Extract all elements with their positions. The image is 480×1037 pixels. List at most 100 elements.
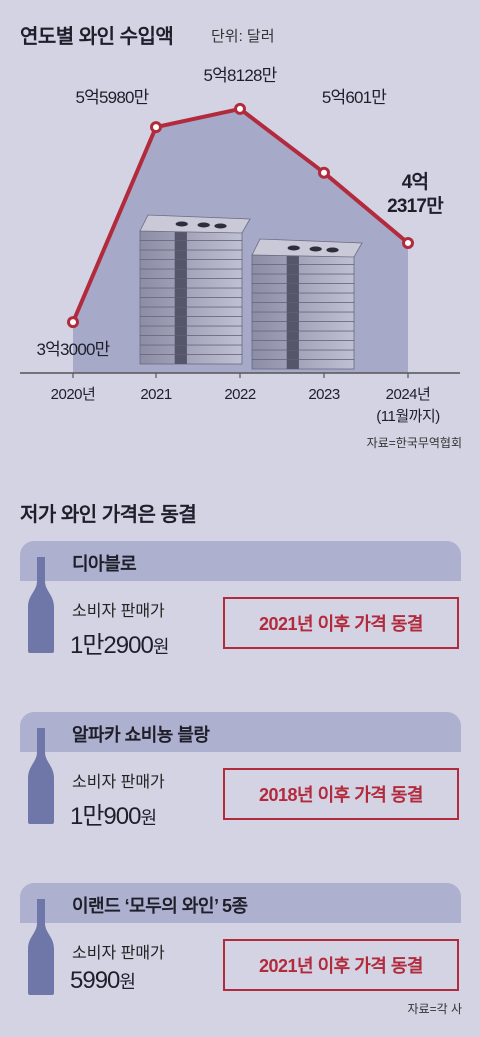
section-title: 저가 와인 가격은 동결 [20,504,197,526]
money-band [286,255,299,265]
price-main: 5990 [70,967,120,994]
money-bundle [139,316,243,327]
import-line-chart: 3억3000만 5억5980만 5억8128만 5억601만 4억 2317만 2020년… [20,66,460,425]
money-portrait [326,247,339,253]
money-portrait [197,222,210,228]
money-band [286,274,299,284]
price-value: 1만2900원 [70,625,170,660]
money-bundle [139,297,243,308]
price-main: 1만900 [70,803,141,830]
money-band [174,297,187,307]
money-band [286,340,299,350]
money-portrait [309,246,322,252]
money-top [251,238,363,258]
money-band [174,335,187,345]
wine-name: 이랜드 ‘모두의 와인’ 5종 [72,896,248,916]
chart-source: 자료=한국무역협회 [366,436,462,450]
money-bundle [251,292,355,303]
wine-bottle-icon [28,557,54,653]
price-label: 소비자 판매가 [72,774,165,791]
money-bundle [251,264,355,275]
money-bundle [139,287,243,298]
money-bundle [251,321,355,332]
money-band [174,240,187,250]
x-tick-note-4: (11월까지) [376,408,440,425]
price-label: 소비자 판매가 [72,603,165,620]
money-bundle [139,268,243,279]
data-label-1: 5억5980만 [76,88,150,107]
wine-bottle-icon [28,899,54,995]
data-label-3: 5억601만 [322,88,387,107]
money-top [139,214,251,234]
money-band [174,326,187,336]
money-band [174,307,187,317]
money-bundle [139,306,243,317]
price-unit: 원 [119,972,136,992]
price-value: 1만900원 [70,796,157,831]
x-tick-label-0: 2020년 [51,386,96,403]
wine-name: 디아블로 [72,554,137,574]
unit-label: 단위: 달러 [211,28,275,45]
money-bundle [139,278,243,289]
x-tick-label-1: 2021 [140,386,172,403]
money-portrait [214,223,227,229]
money-band [286,359,299,369]
card-header [20,883,461,923]
data-label-0: 3억3000만 [37,340,111,359]
money-band [286,312,299,322]
money-band [286,350,299,360]
money-band [174,250,187,260]
money-bundle [251,273,355,284]
price-freeze-box: 2021년 이후 가격 동결 [223,597,459,649]
money-bundle [139,259,243,270]
data-label-4: 4억 2317만 [387,171,444,217]
money-band [286,331,299,341]
money-bundle [251,302,355,313]
money-bundle [139,325,243,336]
x-tick-label-4: 2024년 [386,386,431,403]
money-band [174,316,187,326]
money-band [174,259,187,269]
money-band [174,278,187,288]
money-band [174,231,187,241]
wine-bottle-icon [28,728,54,824]
cards-source: 자료=각 사 [407,1002,462,1016]
money-bundle [251,340,355,351]
money-bundle [251,330,355,341]
money-bundle [139,354,243,365]
price-main: 1만2900 [70,632,154,659]
money-band [174,269,187,279]
money-bundle [139,344,243,355]
money-portrait [287,245,300,251]
price-label: 소비자 판매가 [72,945,165,962]
data-label-2: 5억8128만 [204,66,278,85]
money-bundle [251,359,355,370]
money-band [174,345,187,355]
x-tick-label-2: 2022 [224,386,256,403]
card-header [20,541,461,581]
money-bundle [251,311,355,322]
data-point-3 [318,166,330,179]
money-band [286,321,299,331]
wine-name: 알파카 쇼비뇽 블랑 [72,725,210,745]
money-band [286,283,299,293]
money-bundle [251,283,355,294]
price-freeze-box: 2018년 이후 가격 동결 [223,768,459,820]
money-band [174,288,187,298]
money-stack-icon [139,214,363,370]
price-unit: 원 [140,808,157,828]
data-point-2 [234,102,246,115]
card-header [20,712,461,752]
x-tick-label-3: 2023 [308,386,340,403]
money-portrait [175,221,188,227]
price-value: 5990원 [70,967,136,995]
money-bundle [139,249,243,260]
data-point-1 [150,121,162,134]
money-band [286,293,299,303]
price-freeze-box: 2021년 이후 가격 동결 [223,939,459,991]
data-point-4 [402,237,414,249]
chart-title: 연도별 와인 수입액 [20,26,174,48]
money-band [174,354,187,364]
price-unit: 원 [152,637,170,657]
money-bundle [251,349,355,360]
